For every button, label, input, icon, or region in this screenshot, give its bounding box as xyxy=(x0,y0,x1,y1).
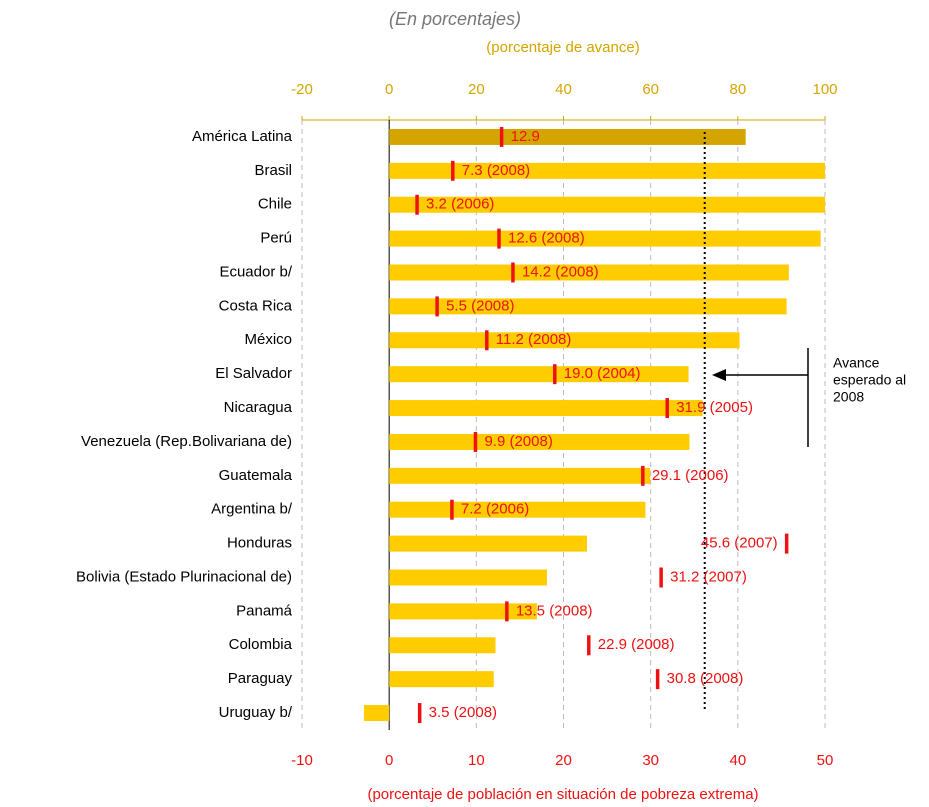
bar xyxy=(389,671,494,688)
category-label: Argentina b/ xyxy=(211,501,293,518)
bottom-tick-label: 20 xyxy=(555,752,572,769)
arrow-head xyxy=(712,369,726,381)
top-tick-label: 0 xyxy=(385,81,393,98)
category-label: Bolivia (Estado Plurinacional de) xyxy=(76,568,292,585)
bar xyxy=(389,196,825,213)
category-label: Paraguay xyxy=(228,670,293,687)
marker-label: 29.1 (2006) xyxy=(652,467,729,484)
category-label: Brasil xyxy=(254,162,292,179)
marker-label: 12.9 xyxy=(511,128,540,145)
category-label: Nicaragua xyxy=(224,399,293,416)
bar xyxy=(389,298,787,315)
annotation: Avance xyxy=(833,355,880,371)
category-label: Costa Rica xyxy=(219,297,293,314)
top-axis-label: (porcentaje de avance) xyxy=(486,39,639,56)
marker-label: 12.6 (2008) xyxy=(508,230,585,247)
marker-label: 19.0 (2004) xyxy=(564,365,641,382)
bottom-tick-label: 50 xyxy=(817,752,834,769)
bar xyxy=(389,128,746,145)
marker-label: 7.2 (2006) xyxy=(461,501,529,518)
category-label: Ecuador b/ xyxy=(219,263,292,280)
category-label: Colombia xyxy=(229,636,293,653)
top-tick-label: 80 xyxy=(729,81,746,98)
marker-label: 5.5 (2008) xyxy=(446,297,514,314)
bar xyxy=(363,705,390,722)
bar xyxy=(389,467,651,484)
category-label: Uruguay b/ xyxy=(219,704,293,721)
bar xyxy=(389,230,821,247)
bar xyxy=(389,264,789,281)
bar xyxy=(389,400,703,417)
marker-label: 30.8 (2008) xyxy=(667,670,744,687)
bottom-tick-label: 30 xyxy=(642,752,659,769)
top-tick-label: 60 xyxy=(642,81,659,98)
category-label: México xyxy=(244,331,292,348)
category-label: Perú xyxy=(260,230,292,247)
bar xyxy=(389,603,537,620)
category-label: Venezuela (Rep.Bolivariana de) xyxy=(81,433,292,450)
marker-label: 31.2 (2007) xyxy=(670,568,747,585)
bottom-tick-label: 40 xyxy=(729,752,746,769)
marker-label: 7.3 (2008) xyxy=(462,162,530,179)
annotation: esperado al xyxy=(833,372,906,388)
bar xyxy=(389,162,825,179)
category-label: Chile xyxy=(258,196,292,213)
bar xyxy=(389,535,588,552)
marker-label: 22.9 (2008) xyxy=(598,636,675,653)
category-label: Honduras xyxy=(227,535,292,552)
category-label: Guatemala xyxy=(219,467,293,484)
bar xyxy=(389,366,689,383)
bar xyxy=(389,637,496,654)
marker-label: 14.2 (2008) xyxy=(522,263,599,280)
bottom-tick-label: -10 xyxy=(291,752,313,769)
top-tick-label: 20 xyxy=(468,81,485,98)
bar xyxy=(389,433,690,450)
bottom-axis-label: (porcentaje de población en situación de… xyxy=(367,786,758,803)
top-tick-label: 40 xyxy=(555,81,572,98)
annotation: 2008 xyxy=(833,389,864,405)
bar xyxy=(389,332,740,349)
marker-label: 9.9 (2008) xyxy=(484,433,552,450)
top-tick-label: -20 xyxy=(291,81,313,98)
chart-subtitle: (En porcentajes) xyxy=(389,9,521,29)
marker-label: 3.5 (2008) xyxy=(429,704,497,721)
marker-label: 11.2 (2008) xyxy=(496,331,572,348)
category-label: El Salvador xyxy=(215,365,292,382)
category-label: América Latina xyxy=(192,128,293,145)
marker-label: 13.5 (2008) xyxy=(516,602,593,619)
bottom-tick-label: 10 xyxy=(468,752,485,769)
top-tick-label: 100 xyxy=(812,81,837,98)
marker-label: 45.6 (2007) xyxy=(701,535,778,552)
marker-label: 3.2 (2006) xyxy=(426,196,494,213)
category-label: Panamá xyxy=(236,602,293,619)
bottom-tick-label: 0 xyxy=(385,752,393,769)
bar xyxy=(389,569,547,586)
marker-label: 31.9 (2005) xyxy=(676,399,753,416)
